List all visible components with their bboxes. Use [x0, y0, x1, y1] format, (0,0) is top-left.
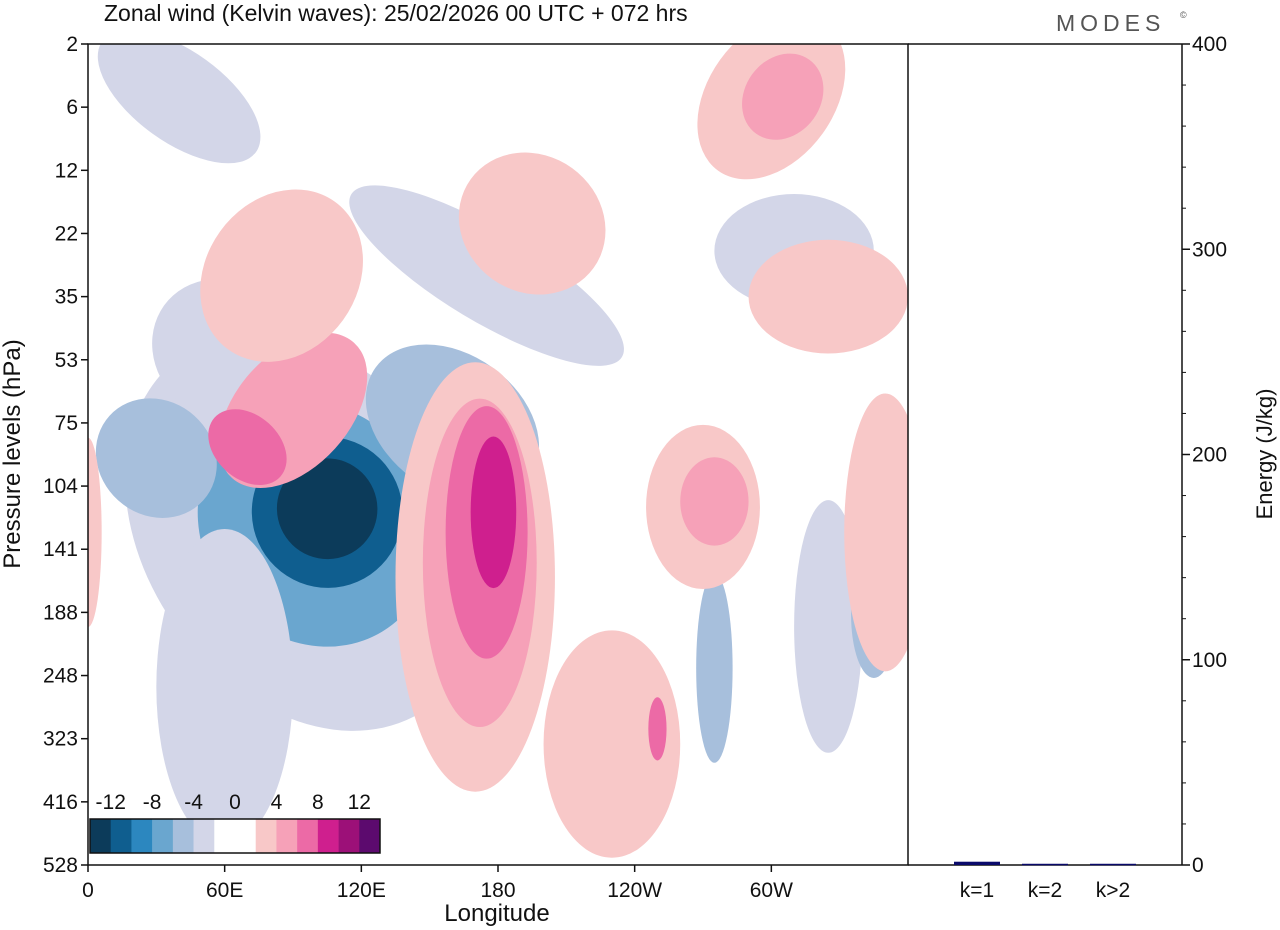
colorbar: -12 -8 -4 0 4 8 12: [89, 791, 381, 854]
energy-tick-label: 300: [1192, 238, 1227, 261]
westerly-anomaly-region: [680, 457, 749, 546]
colorbar-swatch: [255, 819, 277, 853]
colorbar-swatch: [110, 819, 132, 853]
colorbar-label: 4: [271, 791, 283, 814]
energy-category-label: k=2: [1028, 879, 1062, 902]
x-tick-label: 0: [82, 879, 94, 902]
longitude-axis: 0 60E 120E 180 120W 60W: [82, 865, 793, 902]
energy-bar: [954, 861, 1000, 865]
westerly-anomaly-region: [648, 697, 667, 761]
colorbar-label: 12: [348, 791, 371, 814]
energy-bar: [1090, 863, 1136, 866]
y-tick-label: 75: [55, 412, 78, 435]
energy-panel: 0 100 200 300 400 k=1 k=2 k>2: [908, 33, 1227, 902]
x-tick-label: 180: [480, 879, 515, 902]
westerly-anomaly-region: [543, 630, 681, 858]
westerly-anomaly-region: [844, 393, 908, 672]
westerly-anomaly-region: [470, 436, 517, 589]
colorbar-swatch: [235, 819, 257, 853]
westerly-anomaly-region: [458, 152, 606, 295]
y-tick-label: 528: [43, 854, 78, 877]
energy-category-label: k>2: [1096, 879, 1130, 902]
colorbar-swatch: [152, 819, 174, 853]
colorbar-label: -12: [96, 791, 126, 814]
easterly-anomaly-region: [349, 185, 624, 366]
y-tick-label: 53: [55, 349, 78, 372]
y-tick-label: 6: [66, 96, 78, 119]
x-tick-label: 120E: [337, 879, 386, 902]
colorbar-swatch: [359, 819, 381, 853]
y-tick-label: 416: [43, 791, 78, 814]
colorbar-swatch: [193, 819, 215, 853]
colorbar-label: -4: [184, 791, 203, 814]
easterly-anomaly-region: [696, 573, 733, 763]
colorbar-label: -8: [143, 791, 162, 814]
westerly-anomaly-region: [748, 239, 908, 354]
y-tick-label: 104: [43, 475, 78, 498]
colorbar-swatch: [172, 819, 194, 853]
wind-field: [88, 44, 908, 858]
colorbar-swatch: [297, 819, 319, 853]
energy-tick-label: 400: [1192, 33, 1227, 56]
westerly-anomaly-region: [208, 409, 287, 486]
energy-tick-label: 100: [1192, 649, 1227, 672]
y-tick-label: 323: [43, 728, 78, 751]
energy-axis-label: Energy (J/kg): [1252, 389, 1277, 520]
colorbar-swatch: [214, 819, 236, 853]
easterly-anomaly-region: [97, 44, 261, 164]
x-axis-label: Longitude: [444, 900, 549, 927]
easterly-anomaly-region: [276, 458, 378, 560]
colorbar-swatch: [276, 819, 298, 853]
westerly-anomaly-region: [200, 189, 363, 362]
energy-tick-label: 200: [1192, 444, 1227, 467]
modes-logo: MODES: [1056, 10, 1165, 36]
y-tick-label: 188: [43, 601, 78, 624]
energy-bar: [1022, 863, 1068, 866]
y-tick-label: 2: [66, 33, 78, 56]
colorbar-frame: [89, 818, 381, 854]
westerly-anomaly-region: [88, 437, 102, 628]
energy-tick-label: 0: [1192, 854, 1204, 877]
colorbar-swatch: [131, 819, 153, 853]
colorbar-label: 8: [312, 791, 324, 814]
x-tick-label: 60W: [750, 879, 793, 902]
easterly-anomaly-region: [95, 398, 217, 518]
y-tick-label: 248: [43, 665, 78, 688]
colorbar-label: 0: [229, 791, 241, 814]
colorbar-swatch: [317, 819, 339, 853]
x-tick-label: 120W: [607, 879, 662, 902]
x-tick-label: 60E: [206, 879, 243, 902]
logo-mark: ©: [1180, 10, 1187, 20]
colorbar-swatch: [338, 819, 360, 853]
westerly-anomaly-region: [742, 53, 824, 140]
y-tick-label: 35: [55, 286, 78, 309]
chart-title: Zonal wind (Kelvin waves): 25/02/2026 00…: [104, 0, 688, 26]
y-axis-label: Pressure levels (hPa): [0, 339, 26, 568]
y-tick-label: 22: [55, 222, 78, 245]
easterly-anomaly-region: [156, 528, 293, 845]
pressure-axis: 2 6 12 22 35 53 75 104 141 188 248 323 416 528: [43, 33, 88, 877]
y-tick-label: 12: [55, 159, 78, 182]
y-tick-label: 141: [43, 538, 78, 561]
colorbar-swatch: [90, 819, 112, 853]
energy-category-label: k=1: [960, 879, 994, 902]
